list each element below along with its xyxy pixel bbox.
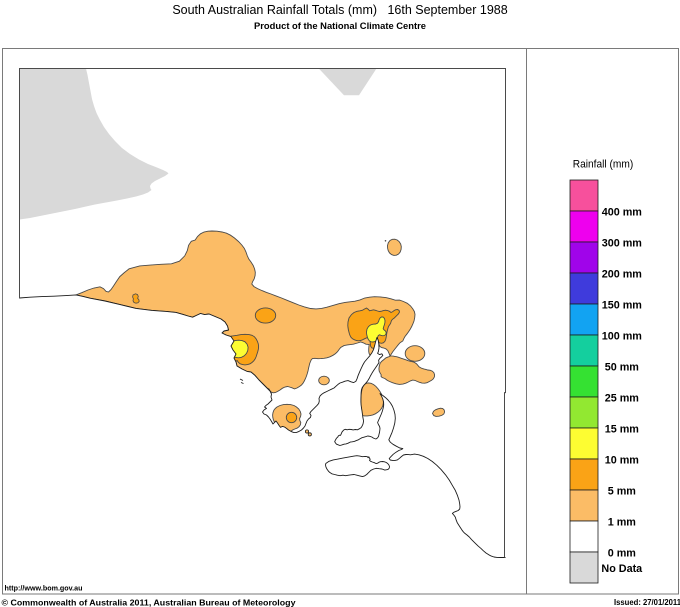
svg-text:200 mm: 200 mm: [602, 269, 642, 281]
svg-text:1 mm: 1 mm: [608, 517, 636, 529]
svg-text:25 mm: 25 mm: [605, 393, 639, 405]
svg-text:100 mm: 100 mm: [602, 331, 642, 343]
svg-text:South Australian Rainfall Tota: South Australian Rainfall Totals (mm) 16…: [172, 3, 507, 17]
svg-text:150 mm: 150 mm: [602, 300, 642, 312]
svg-text:Product of the National Climat: Product of the National Climate Centre: [254, 21, 426, 32]
svg-text:Issued: 27/01/2011: Issued: 27/01/2011: [614, 597, 680, 607]
svg-text:10 mm: 10 mm: [605, 455, 639, 467]
svg-text:300 mm: 300 mm: [602, 238, 642, 250]
svg-text:400 mm: 400 mm: [602, 207, 642, 219]
svg-text:0 mm: 0 mm: [608, 548, 636, 560]
svg-text:Rainfall (mm): Rainfall (mm): [573, 158, 634, 170]
svg-text:50 mm: 50 mm: [605, 362, 639, 374]
svg-text:5 mm: 5 mm: [608, 486, 636, 498]
svg-text:© Commonwealth of Australia 20: © Commonwealth of Australia 2011, Austra…: [2, 598, 296, 607]
svg-text:No Data: No Data: [601, 563, 643, 575]
svg-text:15 mm: 15 mm: [605, 424, 639, 436]
svg-text:http://www.bom.gov.au: http://www.bom.gov.au: [5, 584, 83, 593]
